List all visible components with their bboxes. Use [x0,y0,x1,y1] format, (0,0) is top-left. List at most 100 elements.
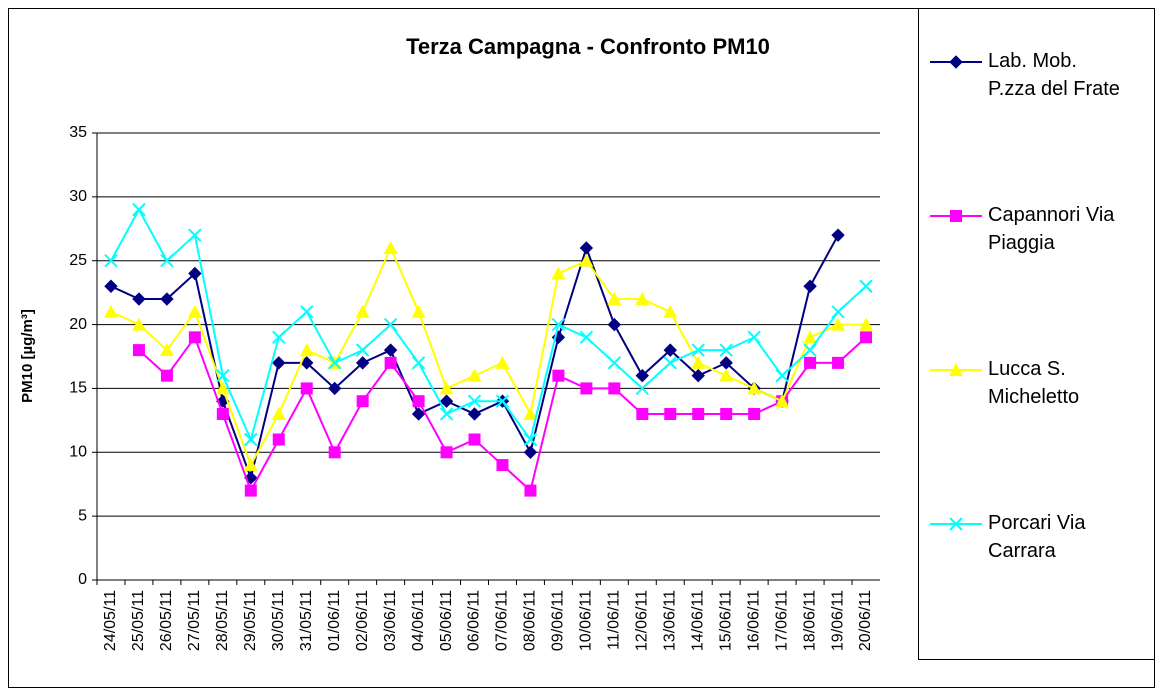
marker [355,356,370,370]
marker [635,381,650,396]
marker [719,343,733,357]
legend-label: Lucca S. Micheletto [988,358,1079,408]
marker [551,266,566,280]
x-tick-label: 11/06/11 [606,590,623,650]
marker [272,433,285,446]
marker [271,406,286,420]
marker [803,343,817,357]
x-tick-label: 08/06/11 [522,590,539,651]
marker [552,369,565,382]
marker [579,330,594,345]
marker [859,317,874,331]
marker [663,304,678,318]
legend-line-text: Capannori Via [988,204,1115,226]
marker [327,356,342,370]
x-tick-label: 02/06/11 [354,590,371,651]
marker [159,343,174,357]
marker [132,344,145,357]
marker [412,395,425,408]
marker [328,446,341,459]
marker [831,305,845,319]
marker [467,394,482,408]
legend-line-text: Micheletto [988,386,1079,408]
x-tick-label: 09/06/11 [550,590,567,651]
marker [579,253,594,267]
x-tick-label: 13/06/11 [661,590,678,651]
marker [383,343,398,357]
marker [692,407,705,420]
marker [608,382,621,395]
marker [775,394,790,408]
marker [523,406,538,420]
marker [664,407,677,420]
marker [803,279,817,293]
y-tick-label: 15 [69,380,87,397]
marker [384,356,397,369]
marker [859,279,873,293]
x-tick-label: 19/06/11 [829,590,846,651]
marker [804,356,817,369]
x-tick-label: 28/05/11 [214,590,231,651]
y-tick-label: 35 [69,124,87,141]
y-axis-label: PM10 [µg/m³] [19,309,36,403]
marker [104,254,118,268]
marker [272,330,286,345]
marker [747,381,762,395]
legend-label: Capannori Via Piaggia [988,204,1115,254]
marker [523,445,538,459]
marker [719,368,734,382]
series-line [110,245,867,468]
marker [132,292,146,306]
marker [411,304,426,318]
legend-marker [949,363,963,376]
marker [551,317,566,332]
x-tick-label: 17/06/11 [773,590,790,651]
marker [216,407,229,420]
x-tick-label: 03/06/11 [382,590,399,651]
legend-line-text: Porcari Via [988,512,1086,534]
marker [244,484,257,497]
x-tick-label: 05/06/11 [438,590,455,651]
marker [356,395,369,408]
marker [775,368,789,383]
marker [468,433,481,446]
legend-line-text: Carrara [988,540,1057,562]
y-tick-label: 5 [78,507,87,524]
marker [748,407,761,420]
marker [607,356,622,370]
marker [411,407,426,421]
marker [831,228,845,242]
marker [691,343,705,357]
x-tick-label: 29/05/11 [242,590,259,651]
marker [383,240,398,254]
x-tick-label: 16/06/11 [745,590,762,651]
marker [607,292,622,306]
marker [496,459,509,472]
marker [636,407,649,420]
marker [383,317,398,332]
marker [495,394,510,408]
legend-marker [950,210,962,222]
marker [188,228,202,242]
x-tick-label: 07/06/11 [494,590,511,651]
marker [104,279,118,293]
marker [803,330,818,344]
marker [607,317,622,332]
x-tick-label: 14/06/11 [689,590,706,651]
x-tick-label: 12/06/11 [634,590,651,651]
legend-line-text: Lucca S. [988,358,1066,380]
series-line [110,207,867,443]
marker [299,343,314,357]
marker [272,356,286,370]
marker [524,484,537,497]
x-tick-label: 24/05/11 [102,590,119,651]
marker [440,446,453,459]
marker [439,394,454,408]
x-tick-label: 15/06/11 [717,590,734,651]
legend-line-text: P.zza del Frate [988,78,1120,100]
marker [215,381,230,395]
x-tick-label: 26/05/11 [158,590,175,651]
y-tick-label: 20 [69,316,87,333]
marker [411,356,426,370]
